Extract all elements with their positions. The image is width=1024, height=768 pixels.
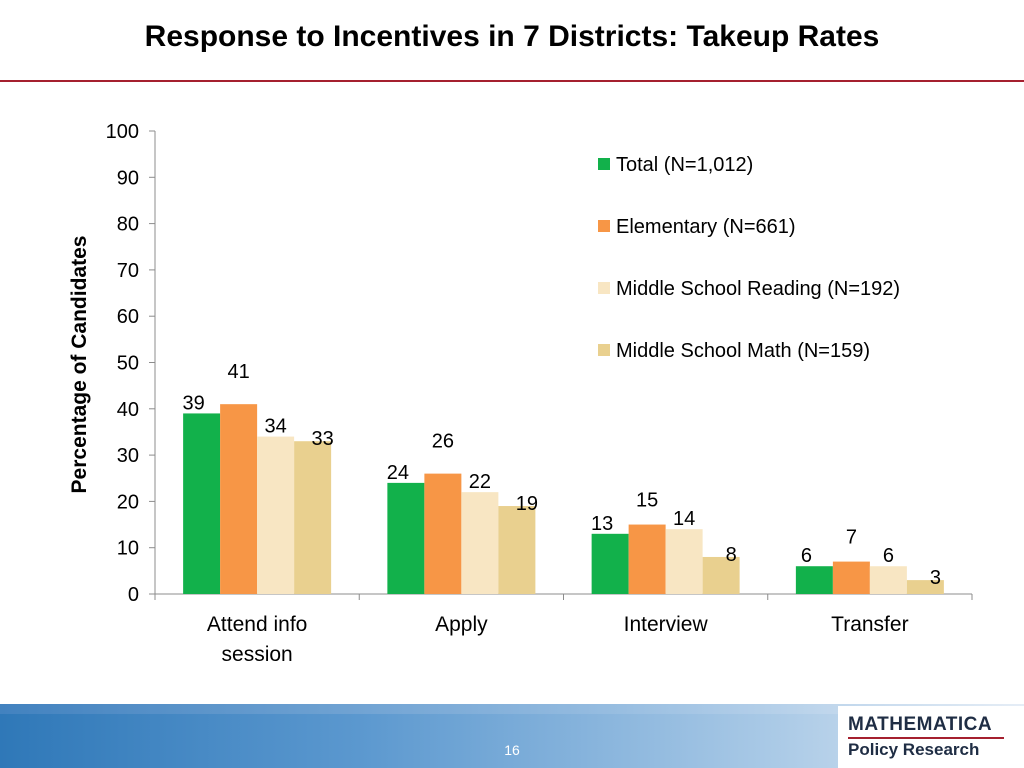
y-tick-label: 0 [128,584,139,606]
bar [257,436,295,594]
y-tick-label: 10 [117,538,139,560]
logo-text-policy-research: Policy Research [848,740,980,759]
data-label: 26 [432,431,454,453]
bar [702,556,740,594]
y-tick-label: 60 [117,306,139,328]
bar [183,413,221,594]
bar [906,580,944,594]
bar [387,482,425,594]
x-tick-label: Apply [435,613,488,636]
data-label: 19 [516,493,538,515]
slide-title: Response to Incentives in 7 Districts: T… [144,20,880,53]
y-tick-label: 20 [117,491,139,513]
x-tick-label: Attend info [207,613,307,636]
data-label: 6 [801,545,812,567]
data-label: 13 [591,513,613,535]
data-label: 8 [726,544,737,566]
data-label: 34 [265,416,287,438]
data-label: 14 [673,508,695,530]
y-tick-label: 100 [106,121,139,143]
x-tick-label: Transfer [831,613,908,636]
data-label: 41 [228,361,250,383]
data-label: 39 [183,392,205,414]
x-tick-label: session [222,643,293,666]
legend-swatch [598,344,610,356]
bar [665,529,703,594]
bar [628,524,666,594]
page-number: 16 [504,742,520,758]
data-label: 3 [930,567,941,589]
bar [795,566,833,594]
bar [461,492,499,594]
y-tick-label: 50 [117,353,139,375]
logo-divider [848,737,1004,739]
bar-chart: 0 10 20 30 40 50 60 70 80 90 100 Percentage of Cand… [68,121,973,666]
title-divider [0,80,1024,82]
bar [498,506,536,594]
legend-swatch [598,158,610,170]
legend-label: Total (N=1,012) [616,154,753,176]
footer-band [0,704,1024,714]
bar [591,533,629,594]
data-label: 33 [312,428,334,450]
y-tick-label: 90 [117,167,139,189]
data-label: 22 [469,471,491,493]
data-label: 6 [883,545,894,567]
bar [869,566,907,594]
y-tick-label: 70 [117,260,139,282]
data-label: 24 [387,462,409,484]
legend-label: Middle School Math (N=159) [616,340,870,362]
logo-text-mathematica: MATHEMATICA [848,714,993,735]
legend-swatch [598,282,610,294]
bar [294,441,332,594]
bar [220,404,258,594]
data-label: 15 [636,490,658,512]
data-label: 7 [846,527,857,549]
legend-label: Middle School Reading (N=192) [616,278,900,300]
x-tick-label: Interview [624,613,709,636]
legend-swatch [598,220,610,232]
y-axis-title: Percentage of Candidates [68,236,91,494]
y-tick-label: 40 [117,399,139,421]
y-tick-label: 30 [117,445,139,467]
legend-label: Elementary (N=661) [616,216,796,238]
y-tick-label: 80 [117,214,139,236]
bar [424,473,462,594]
bar [832,561,870,594]
